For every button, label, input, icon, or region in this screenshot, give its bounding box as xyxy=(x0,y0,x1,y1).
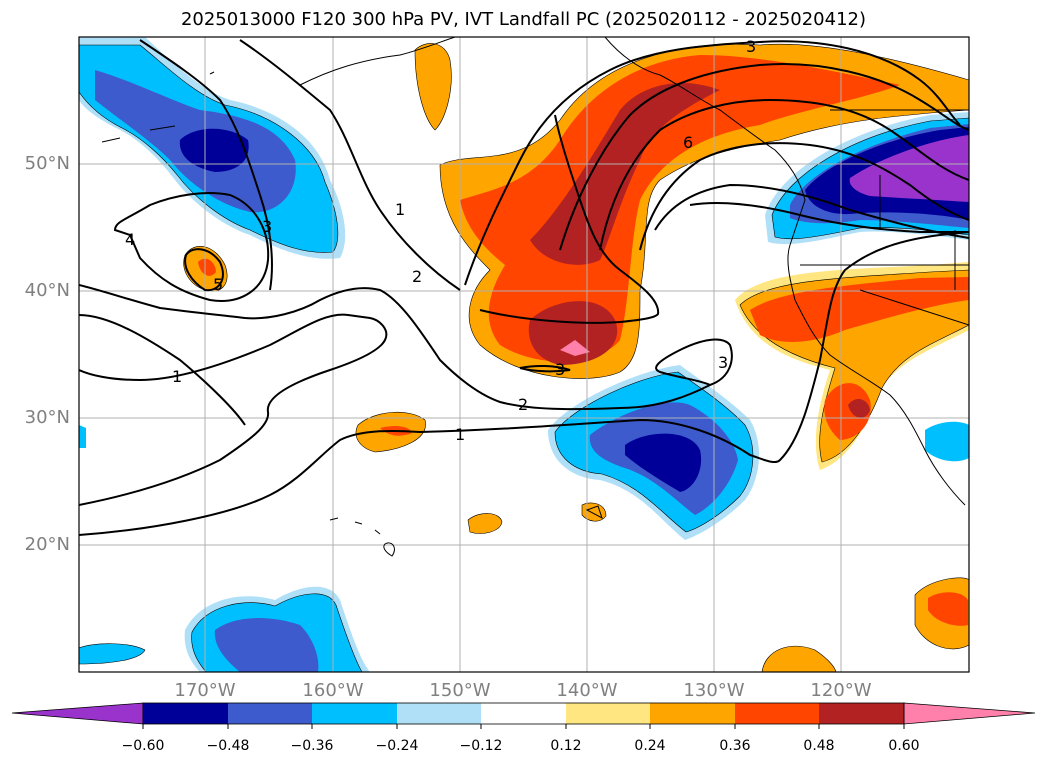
contour-label: 3 xyxy=(718,353,728,372)
negative-region xyxy=(849,135,969,202)
gridlines xyxy=(79,37,969,672)
colorbar-tick-label: −0.36 xyxy=(290,738,334,754)
colorbar-swatch xyxy=(143,703,228,724)
pv-contours xyxy=(79,39,969,536)
longitude-label: 150°W xyxy=(429,680,491,701)
contour-label: 1 xyxy=(172,367,182,386)
colorbar-tick-label: 0.60 xyxy=(888,738,920,754)
colorbar-tick-label: 0.36 xyxy=(719,738,751,754)
positive-region xyxy=(848,398,870,418)
positive-region xyxy=(761,645,837,672)
colorbar-tick-label: 0.12 xyxy=(550,738,582,754)
colorbar-tick-label: 0.48 xyxy=(803,738,835,754)
contour-label: 2 xyxy=(518,395,528,414)
positive-region xyxy=(460,55,900,362)
positive-region xyxy=(560,340,590,356)
latitude-label: 20°N xyxy=(24,534,70,555)
colorbar-swatch xyxy=(481,703,566,724)
contour-label: 3 xyxy=(555,360,565,379)
contour-label: 1 xyxy=(455,425,465,444)
contour-label: 5 xyxy=(213,275,223,294)
colorbar xyxy=(11,702,1036,729)
latitude-label: 40°N xyxy=(24,280,70,301)
colorbar-extend-low xyxy=(11,702,144,725)
latitude-label: 50°N xyxy=(24,153,70,174)
longitude-label: 160°W xyxy=(302,680,364,701)
map-title: 2025013000 F120 300 hPa PV, IVT Landfall… xyxy=(180,9,867,30)
colorbar-extend-high xyxy=(903,702,1036,725)
positive-region xyxy=(928,592,968,626)
positive-region xyxy=(414,43,452,131)
positive-region xyxy=(530,82,720,265)
negative-region xyxy=(925,421,969,462)
positive-region xyxy=(824,383,871,440)
negative-region xyxy=(79,643,146,665)
colorbar-swatch xyxy=(819,703,904,724)
coastlines xyxy=(101,37,969,557)
contour-label: 3 xyxy=(746,37,756,56)
latitude-label: 30°N xyxy=(24,407,70,428)
colorbar-tick-label: −0.24 xyxy=(375,738,419,754)
contour-label: 3 xyxy=(262,217,272,236)
colorbar-swatch xyxy=(566,703,650,724)
contour-label: 4 xyxy=(125,230,135,249)
positive-region xyxy=(528,301,618,365)
colorbar-swatch xyxy=(228,703,312,724)
colorbar-swatch xyxy=(397,703,481,724)
shaded-field xyxy=(79,37,969,672)
negative-region xyxy=(214,618,319,672)
colorbar-swatch xyxy=(650,703,735,724)
negative-region xyxy=(179,128,249,172)
positive-region xyxy=(467,513,503,534)
negative-region xyxy=(625,433,702,492)
colorbar-tick-label: −0.60 xyxy=(121,738,165,754)
colorbar-tick-label: 0.24 xyxy=(634,738,666,754)
colorbar-tick-label: −0.12 xyxy=(459,738,503,754)
contour-labels: 1 2 3 4 5 6 1 2 1 3 3 3 xyxy=(125,37,756,444)
negative-region xyxy=(79,425,86,448)
contour-label: 6 xyxy=(683,133,693,152)
contour-label: 1 xyxy=(395,200,405,219)
map-frame xyxy=(78,36,970,673)
longitude-label: 120°W xyxy=(810,680,872,701)
colorbar-tick-label: −0.48 xyxy=(206,738,250,754)
positive-region xyxy=(750,277,969,342)
longitude-label: 140°W xyxy=(556,680,618,701)
colorbar-swatch xyxy=(312,703,397,724)
positive-region xyxy=(198,258,216,276)
colorbar-swatch xyxy=(735,703,819,724)
longitude-label: 130°W xyxy=(683,680,745,701)
longitude-label: 170°W xyxy=(174,680,236,701)
contour-label: 2 xyxy=(412,267,422,286)
